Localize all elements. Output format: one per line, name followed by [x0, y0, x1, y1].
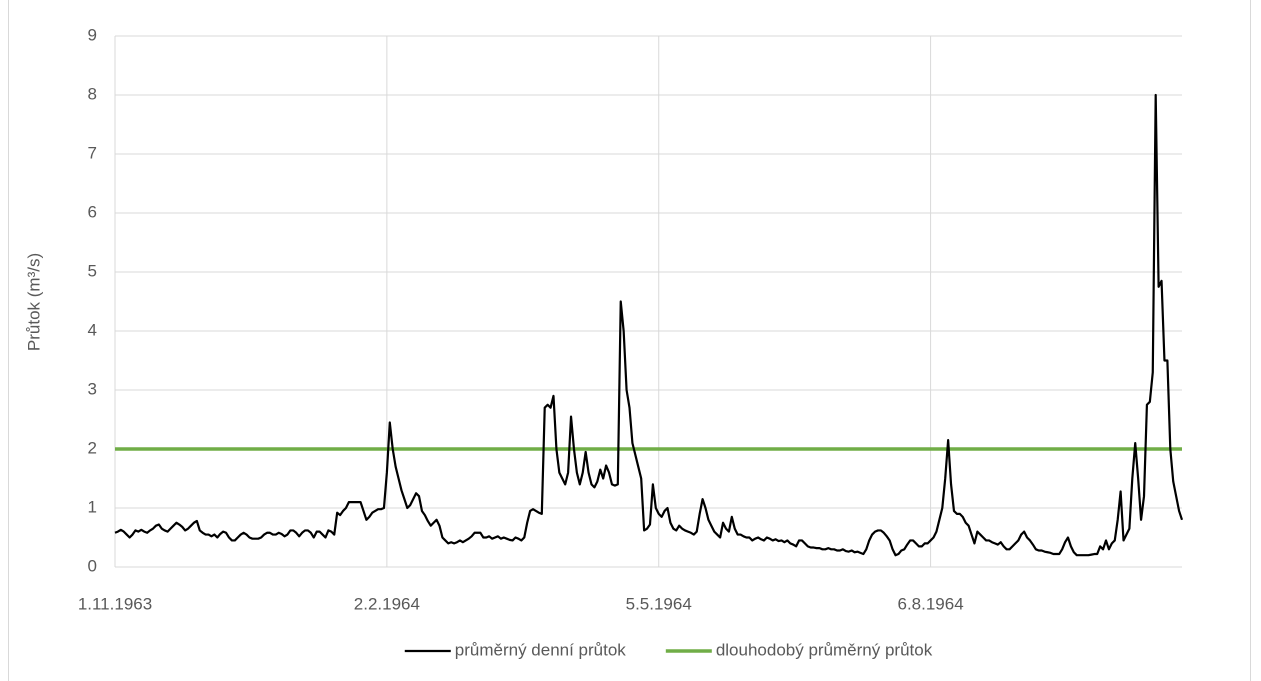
y-tick-label: 9 — [88, 25, 97, 44]
y-tick-label: 0 — [88, 556, 97, 575]
y-tick-label: 7 — [88, 143, 97, 162]
y-tick-label: 3 — [88, 379, 97, 398]
y-tick-label: 8 — [88, 84, 97, 103]
chart-frame — [8, 0, 1251, 681]
y-tick-label: 4 — [88, 320, 97, 339]
x-tick-label: 1.11.1963 — [78, 594, 152, 613]
y-tick-label: 2 — [88, 438, 97, 457]
y-axis-label: Průtok (m³/s) — [24, 253, 43, 351]
legend-label: dlouhodobý průměrný průtok — [716, 640, 933, 659]
legend-label: průměrný denní průtok — [455, 640, 627, 659]
series-line — [114, 93, 1184, 557]
y-tick-label: 6 — [88, 202, 97, 221]
x-tick-label: 5.5.1964 — [626, 594, 692, 613]
y-tick-label: 5 — [88, 261, 97, 280]
x-tick-label: 2.2.1964 — [354, 594, 420, 613]
y-tick-label: 1 — [88, 497, 97, 516]
x-tick-label: 6.8.1964 — [898, 594, 964, 613]
